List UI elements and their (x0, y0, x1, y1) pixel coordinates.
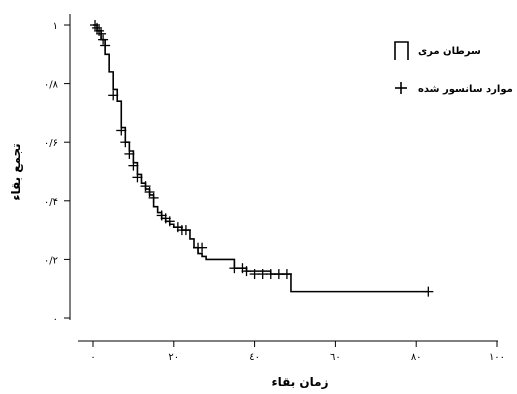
censor-mark (96, 28, 107, 39)
censor-mark (180, 225, 191, 236)
survival-step-line (93, 24, 429, 293)
legend-label-censored-cases: موارد سانسور شده (418, 84, 513, 95)
legend-label-esophageal-cancer: سرطان مری (418, 46, 481, 57)
y-tick-label: ١ (53, 21, 58, 32)
censor-mark (108, 90, 119, 101)
y-axis-ticks: ٠ ٠/٢ ٠/۴ ٠/۶ ٠/٨ ١ (44, 21, 70, 325)
censor-mark (241, 266, 252, 277)
censor-mark (120, 137, 131, 148)
x-tick-label: ٤٠ (249, 352, 260, 363)
legend: سرطان مری موارد سانسور شده (394, 41, 513, 95)
censor-mark (423, 286, 434, 297)
x-tick-label: ٢٠ (168, 352, 179, 363)
censor-mark (100, 40, 111, 51)
censor-mark (124, 148, 135, 159)
censor-mark (132, 172, 143, 183)
x-tick-label: ١٠٠ (489, 352, 505, 363)
censor-mark (116, 125, 127, 136)
x-tick-label: ٨٠ (411, 352, 422, 363)
censor-mark (128, 160, 139, 171)
censor-mark (144, 187, 155, 198)
censor-mark (281, 269, 292, 280)
x-tick-label: ٦٠ (330, 352, 341, 363)
censor-mark (197, 242, 208, 253)
y-tick-label: ٠/۶ (44, 138, 58, 149)
censor-mark (98, 34, 109, 45)
legend-censor-symbol (395, 82, 407, 94)
y-axis-label: تجمع بقاء (9, 143, 23, 200)
y-tick-label: ٠/٨ (44, 80, 59, 91)
x-axis-label: زمان بقاء (271, 375, 328, 389)
x-tick-label: ٠ (90, 352, 95, 363)
y-tick-label: ٠/٢ (44, 255, 58, 266)
censor-mark (164, 216, 175, 227)
censor-mark (140, 181, 151, 192)
censored-marks (90, 20, 434, 297)
x-axis-ticks: ٠ ٢٠ ٤٠ ٦٠ ٨٠ ١٠٠ (90, 341, 505, 363)
y-tick-label: ٠ (53, 314, 58, 325)
y-tick-label: ٠/۴ (44, 197, 58, 208)
censor-mark (148, 192, 159, 203)
legend-step-symbol (394, 41, 409, 60)
